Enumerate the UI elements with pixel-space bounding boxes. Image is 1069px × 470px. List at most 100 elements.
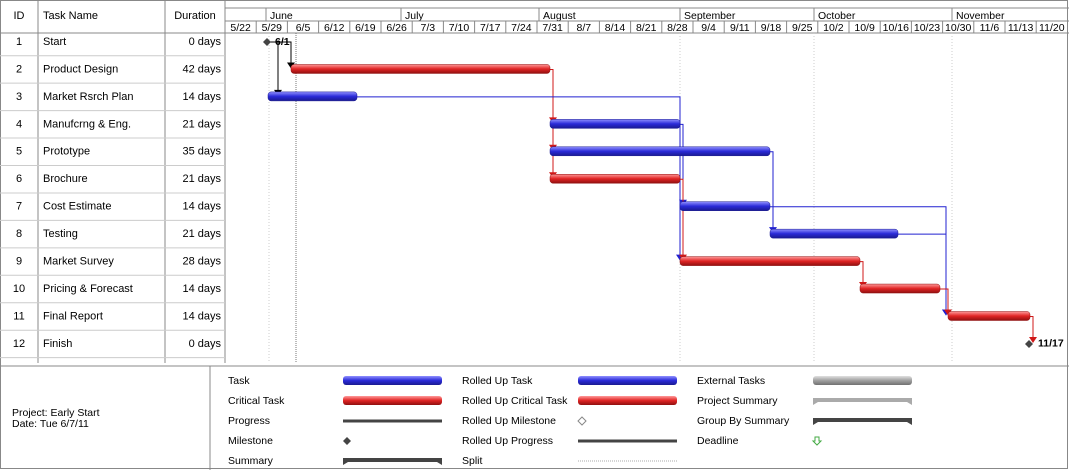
task-name: Brochure — [43, 173, 88, 185]
task-duration: 21 days — [182, 228, 221, 240]
week-label: 10/9 — [854, 22, 875, 34]
week-label: 7/3 — [420, 22, 435, 34]
legend-label: Rolled Up Progress — [462, 435, 553, 447]
legend-label: Rolled Up Milestone — [462, 415, 556, 427]
task-name: Finish — [43, 338, 72, 350]
dependency-link — [770, 151, 774, 230]
column-header: Duration — [174, 10, 216, 22]
legend-label: Task — [228, 375, 250, 387]
dependency-link — [270, 41, 292, 65]
legend-swatch — [343, 396, 442, 405]
week-label: 11/6 — [980, 22, 1000, 34]
task-bar — [947, 311, 1031, 321]
week-label: 10/30 — [945, 22, 971, 34]
legend-label: External Tasks — [697, 375, 765, 387]
dependency-link — [940, 288, 949, 312]
task-bar — [290, 64, 551, 74]
legend-label: Split — [462, 455, 483, 467]
task-id: 8 — [16, 228, 22, 240]
task-duration: 35 days — [182, 146, 221, 158]
week-label: 9/11 — [730, 22, 750, 34]
week-label: 7/10 — [449, 22, 470, 34]
legend-swatch — [813, 398, 912, 405]
week-label: 10/2 — [823, 22, 844, 34]
task-name: Market Survey — [43, 256, 114, 268]
week-label: 11/13 — [1008, 22, 1034, 34]
legend-label: Group By Summary — [697, 415, 790, 427]
task-bar — [679, 201, 771, 211]
month-label: November — [956, 10, 1005, 22]
week-label: 6/19 — [355, 22, 376, 34]
link-arrow — [287, 62, 295, 69]
legend-swatch — [578, 396, 677, 405]
month-label: September — [684, 10, 736, 22]
legend-swatch — [813, 376, 912, 385]
task-name: Cost Estimate — [43, 201, 111, 213]
week-label: 8/21 — [636, 22, 657, 34]
week-label: 5/22 — [230, 22, 251, 34]
task-bar — [549, 146, 771, 157]
dependency-link — [1030, 316, 1034, 339]
task-duration: 42 days — [182, 63, 221, 75]
week-label: 7/24 — [511, 22, 532, 34]
project-date: Date: Tue 6/7/11 — [12, 418, 89, 430]
task-duration: 21 days — [182, 173, 221, 185]
week-label: 9/18 — [761, 22, 782, 34]
task-name: Pricing & Forecast — [43, 283, 133, 295]
legend-swatch — [343, 437, 351, 445]
task-duration: 21 days — [182, 118, 221, 130]
week-label: 8/7 — [576, 22, 591, 34]
task-name: Product Design — [43, 63, 118, 75]
legend-label: Rolled Up Task — [462, 375, 533, 387]
task-name: Manufcrng & Eng. — [43, 118, 131, 130]
task-duration: 14 days — [182, 91, 221, 103]
legend-label: Summary — [228, 455, 274, 467]
project-name: Project: Early Start — [12, 407, 100, 419]
legend-label: Milestone — [228, 435, 273, 447]
task-bar — [679, 256, 861, 266]
week-label: 10/16 — [883, 22, 909, 34]
milestone-date: 11/17 — [1038, 338, 1064, 350]
task-name: Start — [43, 36, 66, 48]
milestone — [1025, 339, 1033, 348]
legend-swatch — [813, 418, 912, 425]
link-arrow — [944, 309, 952, 316]
task-id: 9 — [16, 256, 22, 268]
task-id: 7 — [16, 201, 22, 213]
task-name: Testing — [43, 228, 78, 240]
column-header: Task Name — [43, 10, 98, 22]
task-duration: 14 days — [182, 310, 221, 322]
task-bar — [549, 174, 681, 184]
week-label: 8/14 — [605, 22, 626, 34]
task-name: Final Report — [43, 310, 103, 322]
week-label: 6/26 — [386, 22, 407, 34]
week-label: 7/31 — [542, 22, 563, 34]
week-label: 6/5 — [296, 22, 311, 34]
task-name: Prototype — [43, 146, 90, 158]
task-id: 2 — [16, 63, 22, 75]
task-bar — [859, 283, 941, 294]
legend-swatch — [577, 416, 587, 426]
month-label: July — [405, 10, 424, 22]
legend-label: Project Summary — [697, 395, 778, 407]
month-label: October — [818, 10, 856, 22]
week-label: 6/12 — [324, 22, 345, 34]
week-label: 8/28 — [667, 22, 688, 34]
legend-swatch — [343, 419, 442, 423]
task-id: 4 — [16, 118, 22, 130]
task-id: 10 — [13, 283, 25, 295]
legend-swatch — [343, 376, 442, 385]
task-duration: 14 days — [182, 283, 221, 295]
task-bar — [549, 119, 681, 129]
dependency-link — [550, 68, 554, 175]
legend-swatch — [578, 439, 677, 443]
week-label: 5/29 — [262, 22, 283, 34]
task-duration: 14 days — [182, 201, 221, 213]
dependency-link — [860, 261, 864, 285]
column-header: ID — [14, 10, 25, 22]
week-label: 9/4 — [701, 22, 716, 34]
dependency-link — [680, 123, 684, 202]
task-id: 6 — [16, 173, 22, 185]
legend-swatch — [343, 458, 442, 465]
